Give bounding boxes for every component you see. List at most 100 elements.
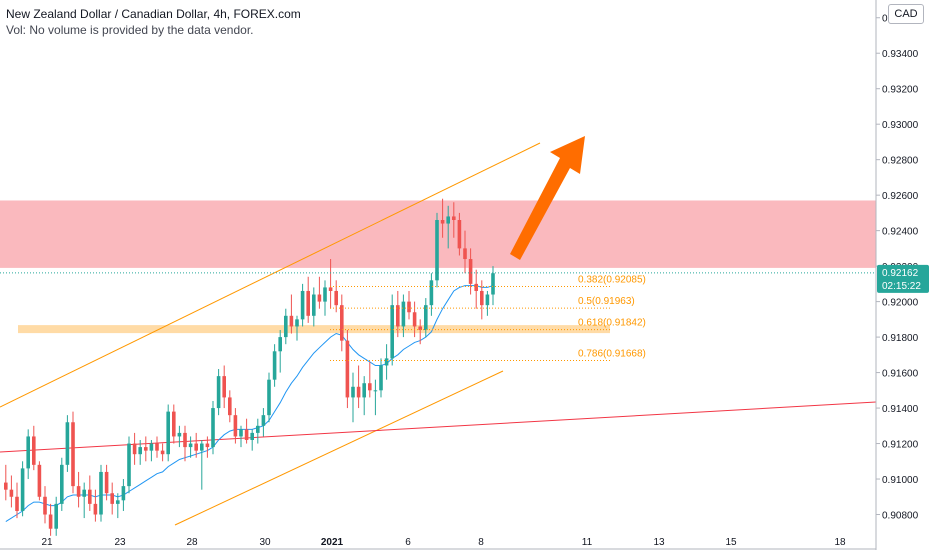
candle (491, 266, 495, 306)
candle-body (295, 319, 299, 327)
countdown-label: 02:15:22 (882, 281, 921, 292)
candle-body (26, 436, 30, 469)
candle (261, 408, 266, 437)
price-tick-label: 0.90800 (882, 511, 919, 522)
price-tick-label: 0.91800 (882, 333, 919, 344)
candle-body (401, 301, 406, 327)
candle (71, 411, 75, 494)
candle (37, 461, 42, 501)
candle-body (256, 425, 260, 433)
moving-average-layer (5, 285, 494, 523)
moving-average-line (5, 285, 494, 523)
candle (205, 436, 210, 458)
candle (32, 425, 36, 471)
candle-body (205, 443, 210, 448)
candle-body (71, 422, 75, 487)
candle-body (132, 443, 137, 455)
candle (82, 482, 86, 519)
candle (155, 436, 159, 458)
candle (188, 436, 193, 458)
candle (116, 493, 120, 519)
candle (15, 482, 19, 519)
price-tick-label: 0.91600 (882, 369, 919, 380)
candle (351, 372, 355, 423)
candle-body (429, 280, 434, 306)
candle-body (172, 411, 176, 437)
candle (468, 248, 473, 295)
symbol-title[interactable]: New Zealand Dollar / Canadian Dollar, 4h… (6, 7, 301, 21)
candle-body (76, 486, 81, 497)
candle (480, 280, 484, 320)
candle-body (272, 351, 277, 380)
candle (138, 440, 142, 465)
candle (200, 440, 204, 490)
candle-body (306, 290, 310, 316)
candle-body (463, 248, 467, 260)
candle-body (228, 397, 232, 416)
time-axis[interactable]: 21 23 28 30 2021 6 8 11 13 15 18 (0, 537, 876, 550)
candle-body (435, 220, 439, 281)
time-tick-label: 13 (653, 537, 665, 548)
candle-body (121, 486, 126, 501)
candle-body (194, 443, 198, 451)
candle (183, 425, 187, 462)
price-tick-label: 0.92400 (882, 227, 919, 238)
candle-body (244, 429, 249, 440)
candle-body (239, 429, 243, 437)
candle (379, 358, 383, 398)
candle (289, 294, 294, 334)
candle-body (356, 386, 361, 398)
candle (76, 471, 81, 508)
candle (401, 294, 406, 338)
candle-body (188, 443, 193, 448)
candle-body (37, 464, 42, 497)
candle-body (160, 450, 165, 455)
candle (295, 315, 299, 341)
candle (457, 212, 462, 256)
candle-body (424, 305, 428, 330)
candle (233, 408, 238, 444)
candle (446, 205, 450, 249)
candle-body (480, 290, 484, 306)
candle (228, 390, 232, 423)
candle-body (216, 376, 221, 409)
candle (424, 298, 428, 338)
candle (110, 482, 114, 515)
time-tick-label: 8 (478, 537, 484, 548)
channel-lower-line (174, 370, 504, 526)
candle (172, 404, 176, 444)
candle-body (418, 326, 422, 330)
candle (463, 230, 467, 274)
candle-body (312, 294, 316, 316)
candle-body (110, 493, 114, 504)
fib-level: 0.786(0.91668) (330, 349, 646, 362)
price-tick-label: 0.93400 (882, 49, 919, 60)
candle (474, 269, 478, 309)
candle (244, 418, 249, 444)
candle-body (200, 443, 204, 451)
fib-label: 0.618(0.91842) (578, 318, 646, 329)
candle (429, 273, 434, 316)
candle-body (328, 287, 333, 291)
candle-body (155, 443, 159, 451)
candle-body (54, 503, 58, 529)
candle-body (340, 305, 344, 341)
candle-body (452, 216, 456, 220)
currency-badge[interactable]: CAD (888, 4, 924, 24)
chart-legend: New Zealand Dollar / Canadian Dollar, 4h… (6, 6, 301, 38)
fib-label: 0.786(0.91668) (578, 349, 646, 360)
candle (26, 429, 30, 480)
candle-body (183, 432, 187, 448)
candle (340, 294, 344, 352)
candle-body (379, 365, 383, 391)
candle-body (82, 489, 86, 497)
candle-body (32, 436, 36, 465)
candle-body (4, 482, 8, 490)
candle-body (104, 471, 109, 494)
candle (60, 457, 64, 511)
candle-body (384, 358, 389, 366)
candle (256, 418, 260, 444)
